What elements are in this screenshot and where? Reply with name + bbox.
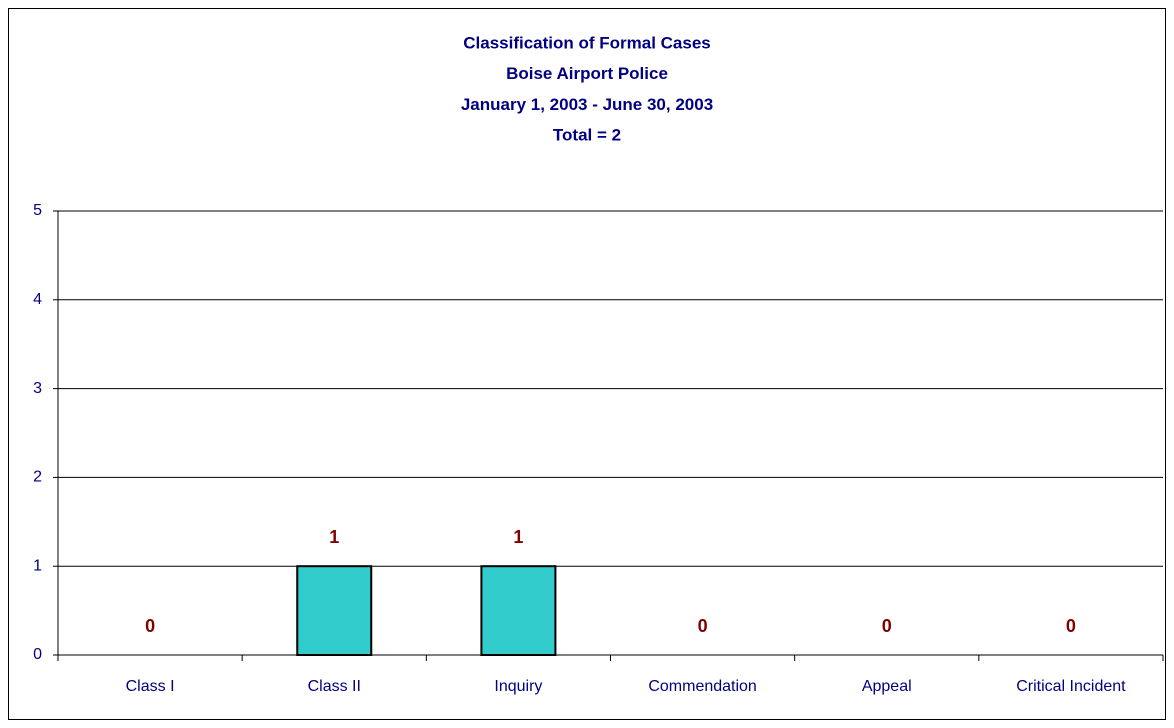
chart-border [8,8,1166,720]
y-tick-label: 5 [33,202,42,219]
x-tick-label: Commendation [648,678,757,695]
bar [480,565,557,657]
data-label: 0 [882,616,892,636]
chart-title: Total = 2 [553,126,621,145]
data-label: 0 [698,616,708,636]
chart-title: Boise Airport Police [506,64,668,83]
y-tick-label: 4 [33,291,42,308]
y-tick-label: 2 [33,469,42,486]
chart-title: January 1, 2003 - June 30, 2003 [461,95,713,114]
x-tick-label: Critical Incident [1016,678,1126,695]
data-label: 0 [1066,616,1076,636]
x-tick-label: Inquiry [494,678,542,695]
x-tick-label: Appeal [862,678,912,695]
x-tick-label: Class II [308,678,361,695]
data-label: 1 [329,527,339,547]
data-label: 1 [513,527,523,547]
x-tick-label: Class I [126,678,175,695]
y-tick-label: 0 [33,646,42,663]
data-label: 0 [145,616,155,636]
chart-title: Classification of Formal Cases [463,33,711,52]
y-tick-label: 3 [33,380,42,397]
bar [296,565,373,657]
y-tick-label: 1 [33,557,42,574]
